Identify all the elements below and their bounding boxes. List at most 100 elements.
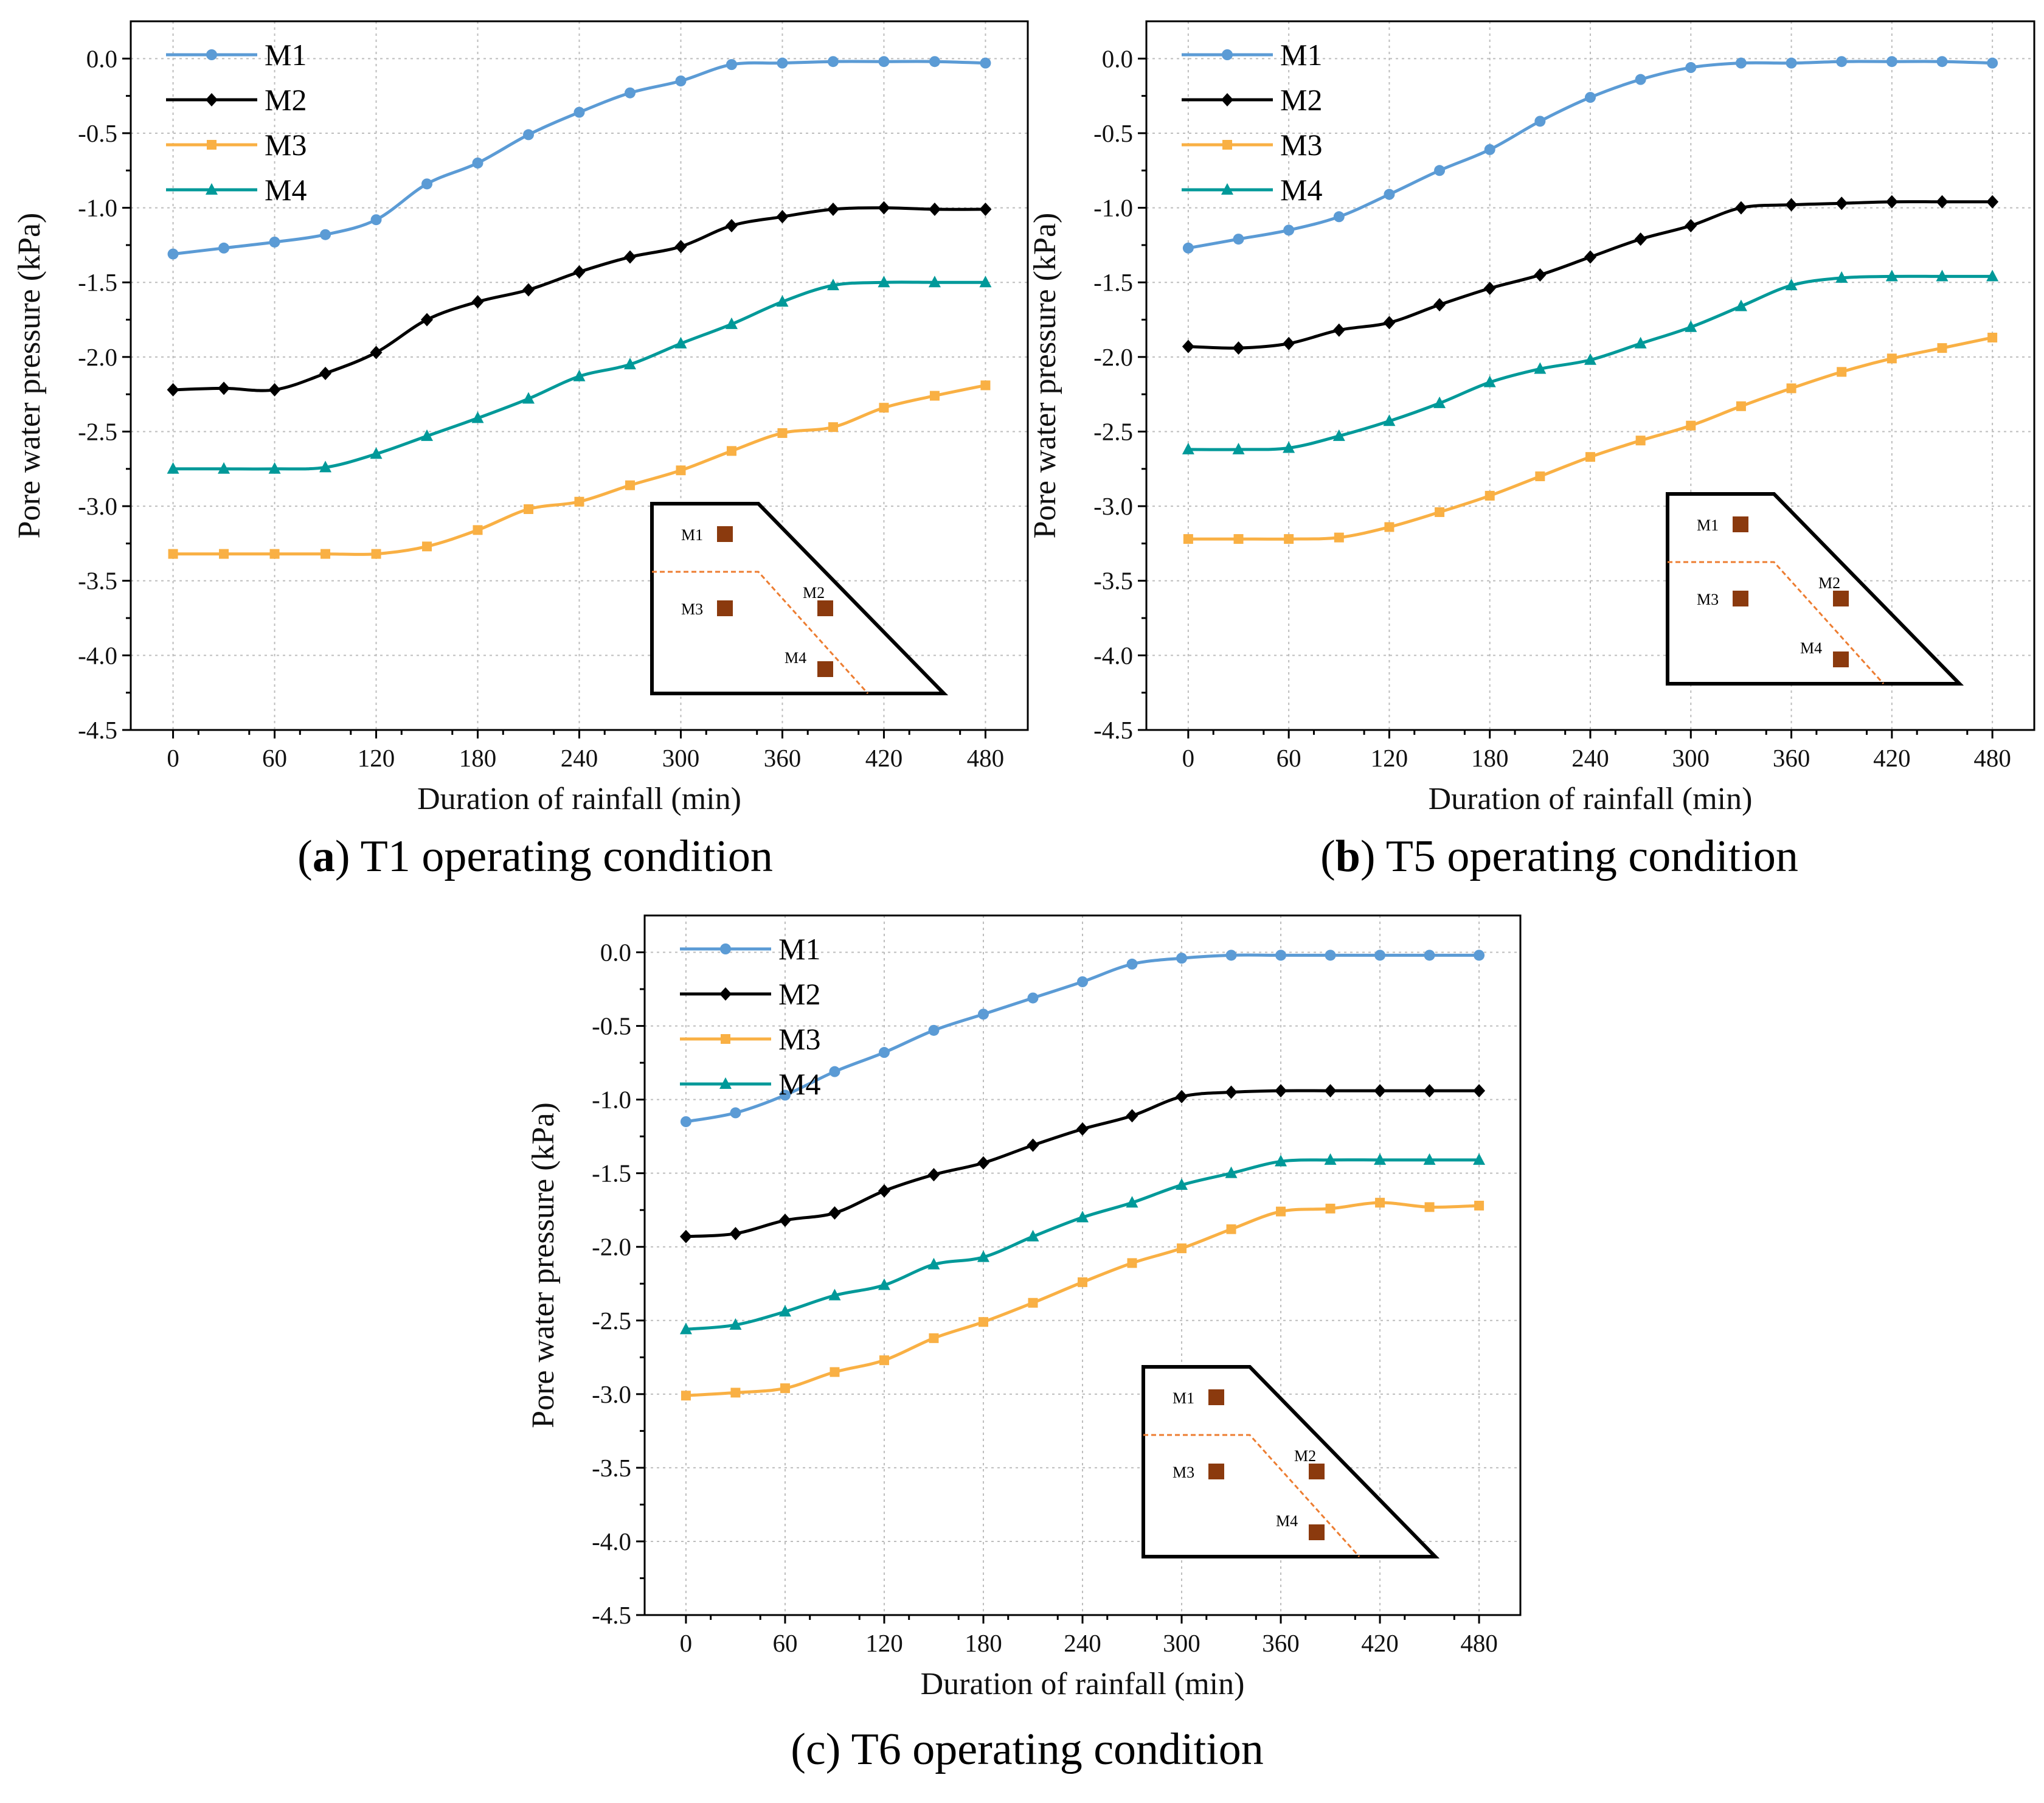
slope-inset: M1 M2 M3 M4 [1142, 1365, 1440, 1558]
data-point-m2 [1225, 1085, 1238, 1099]
data-point-m4 [828, 1288, 841, 1301]
data-point-m2 [1324, 1084, 1337, 1098]
data-point-m4 [1534, 362, 1547, 374]
legend-marker-m1 [1222, 49, 1233, 60]
caption-close-paren: ) [1360, 832, 1386, 881]
data-point-m3 [681, 1391, 691, 1401]
caption-close-paren: ) [335, 832, 361, 881]
caption-text: T1 operating condition [361, 832, 773, 881]
data-point-m4 [1584, 353, 1596, 365]
data-point-m4 [927, 1257, 940, 1270]
y-axis-label: Pore water pressure (kPa) [526, 1102, 561, 1428]
data-point-m2 [1473, 1084, 1486, 1098]
data-point-m4 [1835, 271, 1848, 283]
y-tick-label: -4.0 [1093, 641, 1133, 669]
data-point-m3 [1078, 1277, 1087, 1287]
data-point-m3 [980, 380, 991, 391]
inset-label-m2: M2 [1818, 574, 1840, 592]
data-point-m4 [1027, 1229, 1039, 1242]
data-point-m4 [1483, 375, 1496, 387]
data-point-m2 [1283, 336, 1295, 350]
data-point-m1 [523, 129, 535, 141]
data-point-m3 [269, 549, 280, 559]
data-point-m4 [1283, 441, 1295, 453]
data-point-m4 [679, 1322, 692, 1335]
data-point-m1 [829, 1066, 840, 1077]
data-point-m4 [370, 447, 383, 459]
data-point-m1 [1474, 950, 1485, 961]
data-point-m2 [977, 1156, 989, 1170]
data-point-m4 [268, 462, 281, 474]
data-point-m2 [928, 203, 941, 217]
legend-label-m3: M3 [265, 128, 307, 162]
data-point-m1 [1325, 950, 1336, 961]
data-point-m2 [927, 1168, 940, 1182]
data-point-m3 [422, 541, 432, 552]
data-point-m2 [1584, 250, 1596, 264]
data-point-m3 [168, 549, 178, 559]
data-point-m4 [1076, 1211, 1089, 1223]
x-tick-label: 300 [1672, 744, 1710, 772]
x-tick-label: 300 [1163, 1629, 1200, 1657]
data-point-m3 [879, 403, 889, 413]
data-point-m2 [1374, 1084, 1387, 1098]
data-point-m3 [371, 549, 381, 559]
y-tick-label: -4.5 [1093, 716, 1133, 744]
data-point-m3 [780, 1383, 790, 1394]
series-m4 [167, 276, 992, 474]
chart-panel-c: 0 60 120 180 240 300 360 420 480 0.0 -0.5 -1.0 -1.5 -… [526, 914, 1522, 1774]
x-tick-label: 120 [865, 1629, 903, 1657]
data-point-m3 [1233, 534, 1244, 544]
series-m3 [1183, 332, 1998, 544]
data-point-m4 [1324, 1153, 1337, 1165]
x-tick-label: 180 [459, 744, 497, 772]
x-tick-label: 420 [865, 744, 903, 772]
data-point-m2 [218, 381, 230, 395]
data-point-m1 [1333, 211, 1345, 223]
legend: M1 M2 M3 M4 [680, 932, 820, 1101]
data-point-m2 [674, 240, 687, 254]
caption-open-paren: ( [1320, 832, 1336, 881]
y-tick-label: -3.0 [592, 1380, 631, 1408]
data-point-m3 [730, 1388, 741, 1398]
data-point-m3 [1987, 332, 1998, 342]
data-point-m2 [878, 201, 890, 215]
panel-caption: (b) T5 operating condition [1320, 832, 1798, 881]
y-tick-label: 0.0 [600, 939, 631, 967]
data-point-m1 [1936, 56, 1948, 68]
inset-label-m1: M1 [681, 526, 703, 544]
data-point-m4 [1374, 1153, 1387, 1165]
data-point-m2 [878, 1184, 890, 1198]
data-point-m1 [1424, 950, 1435, 961]
data-point-m4 [1332, 429, 1345, 441]
series-m1 [1182, 56, 1998, 254]
data-point-m2 [268, 383, 281, 397]
inset-marker-m1 [717, 526, 733, 542]
data-point-m2 [1332, 323, 1345, 337]
data-point-m1 [730, 1107, 741, 1119]
data-point-m4 [522, 392, 535, 404]
data-point-m2 [1986, 195, 1999, 209]
data-point-m2 [1423, 1084, 1436, 1098]
data-point-m4 [1232, 442, 1245, 454]
data-point-m3 [1635, 436, 1646, 446]
series-m2 [1182, 195, 1999, 355]
data-point-m1 [1534, 116, 1546, 127]
inset-marker-m4 [817, 661, 833, 677]
legend-label-m2: M2 [778, 977, 820, 1011]
data-point-m1 [1886, 56, 1897, 68]
y-axis-label: Pore water pressure (kPa) [12, 213, 47, 539]
y-axis-label: Pore water pressure (kPa) [1028, 213, 1062, 539]
y-tick-label: -0.5 [1093, 119, 1133, 147]
legend-marker-m3 [1222, 140, 1232, 150]
data-point-m2 [1685, 219, 1697, 233]
x-tick-label: 0 [167, 744, 179, 772]
data-point-m2 [1483, 282, 1496, 296]
slope-inset-outline [1666, 492, 1964, 686]
x-tick-label: 120 [358, 744, 395, 772]
data-point-m4 [979, 276, 992, 288]
y-tick-label: -3.0 [1093, 492, 1133, 520]
inset-marker-m2 [1833, 591, 1849, 606]
data-point-m2 [1027, 1138, 1039, 1152]
